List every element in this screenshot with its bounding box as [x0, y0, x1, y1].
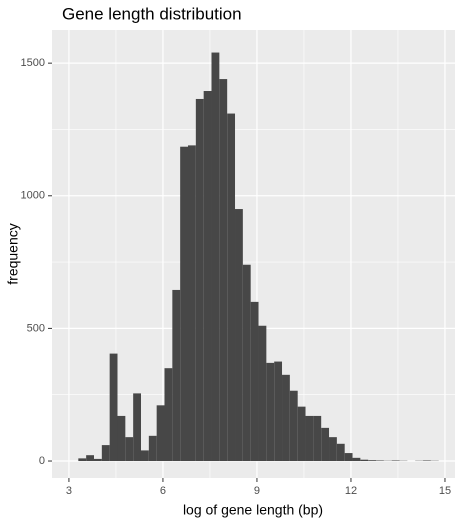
bar [235, 209, 243, 462]
x-tick-label: 3 [66, 485, 72, 497]
bar [109, 353, 118, 462]
y-tick-label: 1000 [21, 190, 45, 202]
bar [180, 146, 189, 462]
bar [188, 145, 196, 462]
bar [203, 91, 212, 462]
bar [250, 301, 259, 462]
bar [352, 457, 361, 462]
bar [117, 415, 126, 462]
x-tick-label: 15 [439, 485, 451, 497]
x-tick-label: 12 [345, 485, 357, 497]
bar [211, 52, 220, 462]
bar [164, 368, 173, 462]
bar [423, 460, 431, 462]
bar [172, 289, 181, 462]
bar [368, 460, 377, 462]
y-axis-title: frequency [5, 223, 21, 284]
chart-title: Gene length distribution [62, 4, 242, 23]
bar [376, 460, 384, 462]
bar [313, 415, 322, 462]
bar [148, 435, 157, 462]
bar [125, 437, 134, 462]
x-tick-label: 9 [254, 485, 260, 497]
y-tick-label: 1500 [21, 57, 45, 69]
x-tick-label: 6 [160, 485, 166, 497]
bar [266, 362, 275, 462]
bar [336, 443, 345, 462]
bar [274, 361, 283, 462]
bar [360, 459, 369, 462]
bar [329, 437, 337, 462]
bar [258, 325, 267, 462]
bar [93, 458, 102, 462]
bar [219, 79, 228, 462]
bar [282, 374, 290, 462]
y-tick-label: 500 [27, 322, 45, 334]
bar [289, 390, 298, 462]
bar [195, 98, 204, 462]
bar [242, 264, 251, 462]
x-axis-title: log of gene length (bp) [183, 502, 323, 518]
bar [305, 415, 314, 462]
bar [101, 445, 110, 462]
y-tick-label: 0 [39, 455, 45, 467]
bar [321, 427, 330, 462]
bar [86, 455, 94, 462]
bar [297, 406, 306, 462]
bar [133, 393, 141, 462]
bar [227, 113, 236, 462]
bar [391, 460, 400, 462]
bar [344, 453, 353, 462]
bar [140, 450, 149, 462]
bar [78, 458, 87, 462]
bar [156, 405, 165, 462]
